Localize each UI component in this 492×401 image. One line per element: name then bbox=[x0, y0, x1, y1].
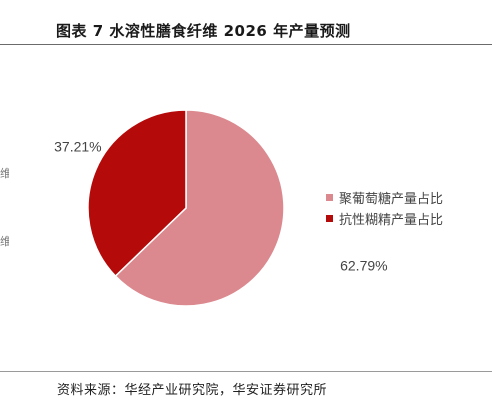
chart-legend: 聚葡萄糖产量占比 抗性糊精产量占比 bbox=[326, 187, 443, 229]
footer-divider bbox=[0, 371, 492, 372]
data-label-glucose: 62.79% bbox=[340, 257, 387, 273]
legend-swatch-resistant-dextrin bbox=[326, 215, 333, 222]
legend-swatch-glucose bbox=[326, 194, 333, 201]
clipped-label-fragment-2: 维 bbox=[0, 235, 9, 248]
pie-slice-resistant-dextrin bbox=[87, 109, 187, 278]
legend-label-glucose: 聚葡萄糖产量占比 bbox=[339, 192, 444, 207]
data-label-resistant-dextrin: 37.21% bbox=[54, 139, 101, 155]
clipped-label-fragment-1: 维 bbox=[0, 167, 9, 180]
legend-label-resistant-dextrin: 抗性糊精产量占比 bbox=[339, 213, 444, 228]
source-note: 资料来源：华经产业研究院，华安证券研究所 bbox=[57, 383, 328, 398]
title-divider bbox=[0, 44, 492, 45]
chart-title: 图表 7 水溶性膳食纤维 2026 年产量预测 bbox=[56, 22, 351, 40]
legend-item-resistant-dextrin: 抗性糊精产量占比 bbox=[326, 208, 443, 229]
pie-slice-glucose bbox=[114, 109, 285, 307]
legend-item-glucose: 聚葡萄糖产量占比 bbox=[326, 187, 443, 208]
